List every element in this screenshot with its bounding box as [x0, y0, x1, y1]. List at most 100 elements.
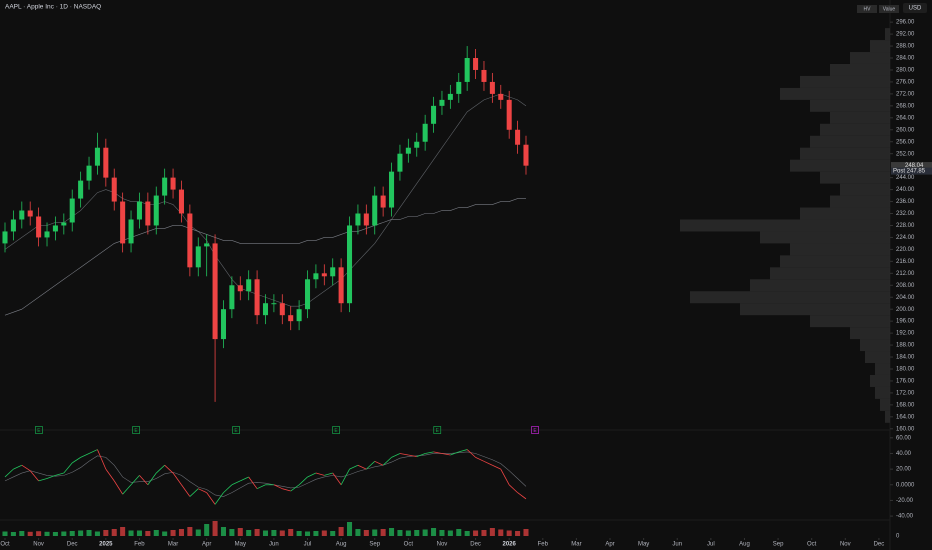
volume-bar: [347, 522, 353, 536]
x-tick-label: Mar: [571, 542, 581, 548]
candle-body: [456, 81, 462, 94]
osc-segment: [450, 451, 459, 456]
earnings-label: E: [533, 428, 537, 434]
price-label: 248.04: [905, 163, 924, 169]
volume-bar: [439, 530, 445, 536]
candle-body: [220, 309, 226, 340]
volume-profile-bar: [790, 243, 890, 256]
candle-body: [237, 285, 243, 292]
volume-bar: [271, 530, 277, 536]
symbol-title[interactable]: AAPL · Apple Inc · 1D · NASDAQ: [5, 4, 101, 11]
osc-segment: [441, 453, 451, 456]
candle-body: [10, 219, 16, 232]
y-tick-label: 176.00: [896, 379, 915, 385]
volume-bar: [288, 529, 294, 536]
x-tick-label: May: [638, 542, 649, 548]
volume-bar: [136, 530, 142, 536]
candle-body: [473, 58, 479, 70]
volume-bar: [498, 529, 504, 536]
y-tick-label: 228.00: [896, 223, 915, 229]
y-tick-label: 168.00: [896, 402, 915, 408]
x-tick-label: Feb: [538, 542, 549, 548]
x-tick-label: Sep: [773, 542, 784, 548]
y-tick-label: 192.00: [896, 331, 915, 337]
candle-body: [431, 105, 437, 124]
candle-body: [447, 93, 453, 100]
volume-bar: [456, 529, 462, 536]
osc-segment: [408, 454, 417, 458]
moving-average: [4, 198, 526, 316]
legend-header: Value: [883, 6, 896, 12]
candle-body: [296, 309, 302, 322]
volume-profile-bar: [860, 339, 890, 352]
osc-segment: [433, 451, 443, 454]
candle-body: [136, 201, 142, 220]
volume-profile-bar: [820, 123, 890, 136]
volume-profile-bar: [810, 135, 890, 148]
volume-profile-bar: [850, 327, 890, 340]
candle-body: [44, 231, 50, 238]
osc-segment: [416, 453, 426, 457]
volume-bar: [246, 530, 252, 536]
x-tick-label: Jun: [269, 542, 279, 548]
osc-segment: [38, 478, 48, 482]
osc-segment: [315, 472, 325, 476]
volume-profile-bar: [800, 207, 890, 220]
y-tick-label: 200.00: [896, 307, 915, 313]
currency-label[interactable]: USD: [909, 6, 922, 12]
candle-body: [271, 303, 277, 305]
osc-segment: [500, 468, 510, 485]
candle-body: [120, 201, 126, 244]
osc-segment: [164, 464, 174, 474]
candle-body: [52, 225, 58, 232]
x-tick-label: Jul: [304, 542, 312, 548]
x-tick-label: Aug: [739, 542, 750, 548]
osc-segment: [340, 468, 350, 485]
volume-bar: [204, 524, 210, 536]
x-tick-label: Mar: [168, 542, 178, 548]
candle-body: [19, 210, 25, 220]
volume-bar: [389, 528, 395, 536]
volume-profile-bar: [875, 386, 890, 399]
volume-bar: [52, 532, 58, 536]
volume-profile-bar: [840, 183, 890, 196]
volume-bar: [220, 527, 226, 536]
candle-body: [372, 195, 378, 226]
osc-segment: [223, 484, 233, 493]
y-tick-label: 264.00: [896, 115, 915, 121]
volume-bar: [170, 530, 176, 536]
volume-bar: [405, 530, 411, 536]
y-tick-label: 240.00: [896, 187, 915, 193]
volume-bar: [414, 530, 420, 536]
earnings-marker: [35, 426, 43, 434]
osc-segment: [72, 457, 81, 464]
earnings-marker: [332, 426, 340, 434]
candle-body: [204, 243, 210, 247]
candle-body: [145, 201, 151, 226]
osc-segment: [382, 457, 392, 466]
volume-profile-bar: [780, 87, 890, 100]
earnings-label: E: [436, 428, 440, 434]
osc-segment: [248, 476, 258, 489]
currency-button[interactable]: [903, 3, 927, 13]
osc-segment: [374, 460, 384, 466]
volume-profile-bar: [870, 40, 890, 53]
candle-body: [405, 147, 411, 154]
y-tick-label: 172.00: [896, 390, 915, 396]
y-tick-label: 220.00: [896, 247, 915, 253]
volume-bar: [262, 530, 269, 536]
x-tick-label: Nov: [33, 542, 44, 548]
volume-profile-bar: [740, 303, 890, 316]
volume-bar: [473, 530, 479, 536]
candle-body: [86, 165, 92, 181]
volume-profile-bar: [885, 410, 890, 423]
volume-profile-bar: [760, 231, 890, 244]
y-tick-label: 232.00: [896, 211, 915, 217]
x-tick-label: Nov: [437, 542, 448, 548]
osc-segment: [97, 449, 107, 470]
volume-bar: [162, 531, 168, 536]
y-tick-label: 204.00: [896, 295, 915, 301]
osc-segment: [307, 472, 317, 478]
osc-segment: [21, 464, 31, 472]
volume-profile-bar: [850, 52, 890, 64]
